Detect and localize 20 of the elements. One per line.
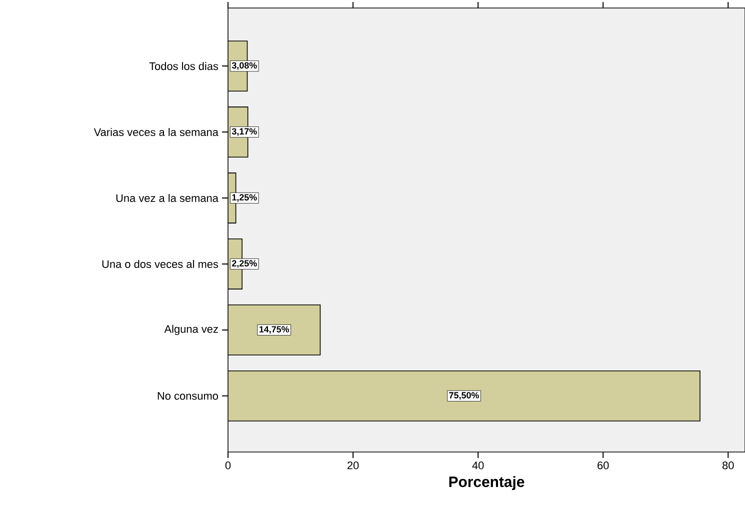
x-tick-label: 20 — [347, 462, 359, 470]
y-tick-label: Todos los dias — [149, 62, 218, 70]
x-axis-title: Porcentaje — [449, 476, 524, 490]
data-label: 2,25% — [232, 260, 257, 268]
data-label: 1,25% — [232, 194, 257, 202]
y-tick-label: Alguna vez — [164, 324, 218, 336]
data-label: 75,50% — [449, 392, 479, 400]
data-label: 14,75% — [259, 326, 290, 334]
data-label: 3,17% — [232, 128, 257, 136]
x-tick-label: 0 — [225, 462, 231, 470]
x-tick-label: 80 — [722, 462, 734, 470]
data-label: 3,08% — [232, 62, 257, 70]
y-tick-label: Una vez a la semana — [116, 194, 218, 202]
x-tick-label: 60 — [598, 462, 609, 470]
bar — [228, 370, 700, 422]
bar — [228, 304, 321, 356]
y-tick-label: No consumo — [158, 392, 218, 400]
y-tick-label: Una o dos veces al mes — [102, 260, 218, 268]
y-tick-label: Varias veces a la semana — [94, 128, 218, 136]
x-tick-label: 40 — [472, 462, 484, 470]
